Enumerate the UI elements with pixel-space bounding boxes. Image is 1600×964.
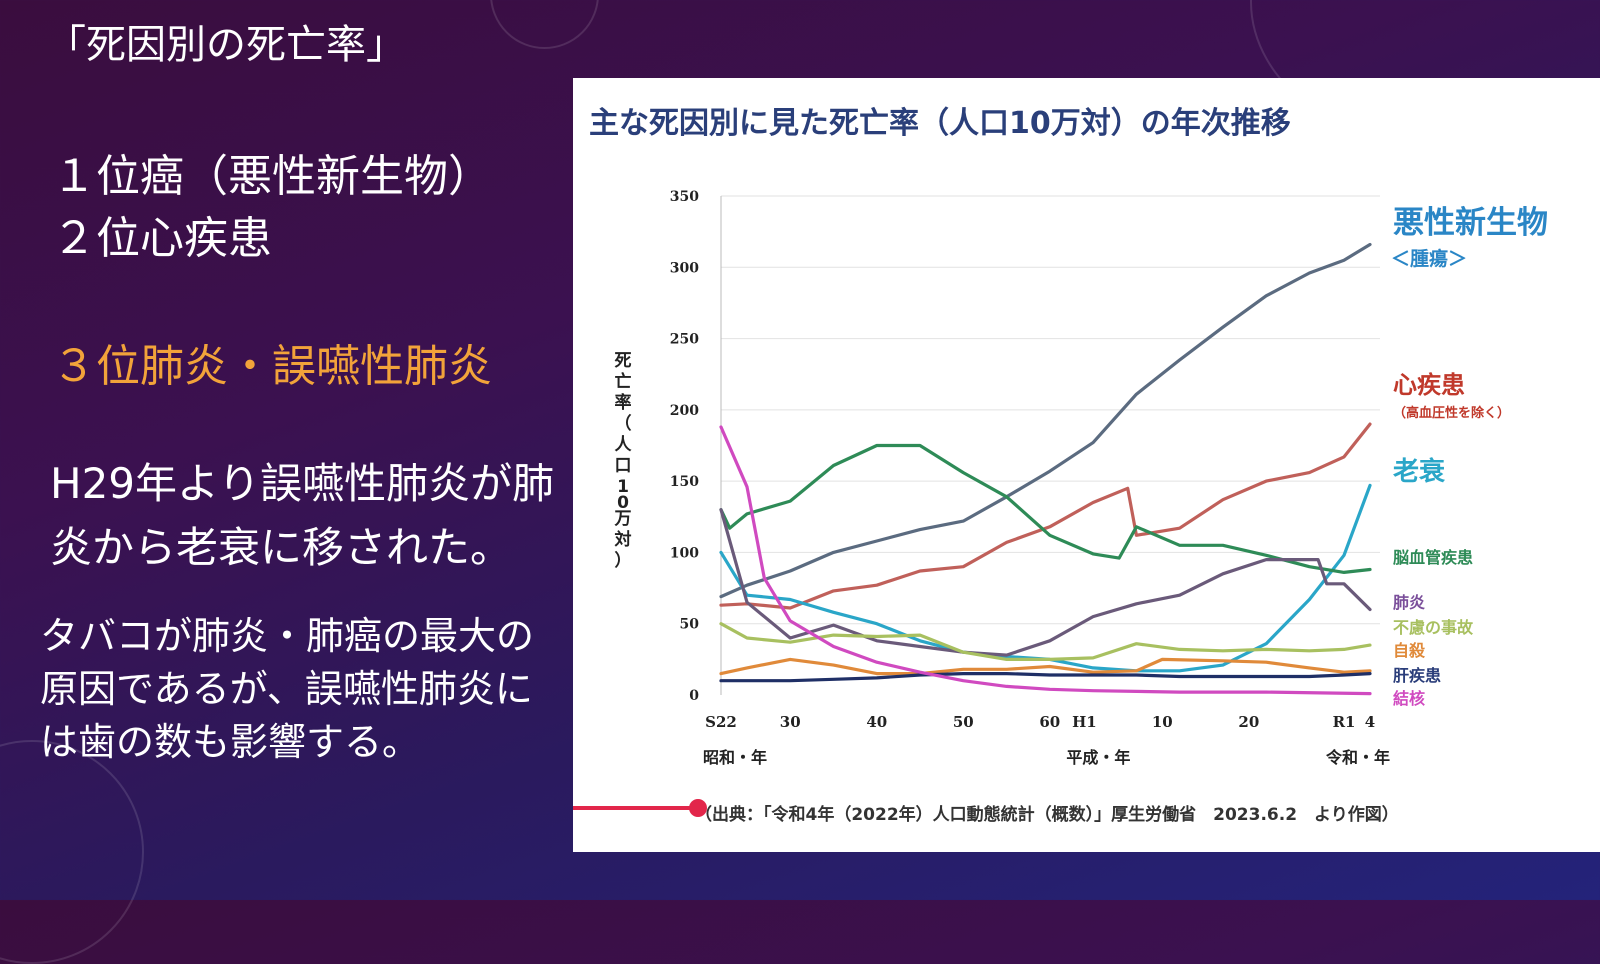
series-label: 自殺: [1393, 641, 1426, 660]
x-tick-label: 50: [953, 713, 974, 731]
tobacco-note: タバコが肺炎・肺癌の最大の原因であるが、誤嚥性肺炎には歯の数も影響する。: [40, 614, 535, 764]
y-axis-label-char: 口: [615, 456, 632, 476]
chart-panel: 主な死因別に見た死亡率（人口10万対）の年次推移 0 50 100 150 200 250…: [573, 78, 1600, 852]
series-line: [719, 242, 1372, 599]
y-axis-label-char: 1: [617, 477, 629, 497]
x-era-label: 昭和・年: [703, 748, 767, 767]
x-tick-label: R1: [1333, 713, 1356, 731]
series-label: 肺炎: [1393, 593, 1425, 612]
x-era-label: 令和・年: [1325, 748, 1390, 767]
x-era-label: 平成・年: [1066, 748, 1130, 767]
y-tick-label: 0: [689, 688, 699, 704]
y-axis-label-char: 亡: [615, 371, 632, 392]
y-tick-label: 250: [670, 332, 699, 348]
x-tick-label: 40: [866, 713, 887, 731]
series-sublabel: （高血圧性を除く）: [1393, 405, 1510, 421]
decorative-circle-top: [490, 0, 599, 49]
y-axis-label-char: 率: [615, 392, 632, 413]
y-axis-label-char: 万: [614, 509, 632, 529]
series-group: [719, 242, 1372, 696]
y-tick-label: 100: [670, 545, 699, 561]
series-line: [719, 657, 1372, 676]
x-tick-label: 4: [1365, 713, 1375, 731]
series-label: 結核: [1393, 689, 1425, 708]
rank-2-text: ２位心疾患: [52, 213, 272, 264]
y-tick-label: 150: [670, 474, 699, 490]
y-axis-label-char: 死: [615, 351, 632, 371]
y-tick-label: 200: [670, 403, 699, 419]
y-axis-label-char: 0: [617, 493, 629, 513]
aspiration-pneumonia-note: H29年より誤嚥性肺炎が肺炎から老衰に移された。: [50, 459, 555, 572]
decorative-circle-bottom-left: [0, 740, 144, 964]
series-label: 不慮の事故: [1393, 618, 1474, 637]
y-axis-label-char: 人: [615, 435, 633, 455]
series-line: [719, 443, 1372, 574]
series-line: [719, 422, 1372, 610]
series-label: 脳血管疾患: [1393, 548, 1473, 567]
grid: [721, 195, 1380, 625]
y-tick-label: 350: [670, 189, 699, 205]
line-chart: 主な死因別に見た死亡率（人口10万対）の年次推移 050100150200250…: [589, 106, 1548, 825]
x-tick-label: 20: [1238, 713, 1259, 731]
chart-title: 主な死因別に見た死亡率（人口10万対）の年次推移: [589, 106, 1291, 141]
series-sublabel: ＜腫瘍＞: [1391, 247, 1467, 270]
series-line: [719, 425, 1372, 696]
slide-title: 「死因別の死亡率」: [46, 22, 406, 68]
x-tick-label: 30: [780, 713, 801, 731]
series-label: 心疾患: [1393, 371, 1465, 399]
x-tick-label: H1: [1072, 713, 1097, 731]
video-progress-handle[interactable]: [689, 799, 707, 817]
rank-3-text: ３位肺炎・誤嚥性肺炎: [52, 341, 492, 392]
y-axis-label-char: ）: [615, 550, 632, 571]
y-tick-label: 50: [680, 617, 700, 633]
x-tick-label: S22: [705, 713, 737, 731]
series-label: 悪性新生物: [1393, 205, 1548, 241]
video-progress-bar[interactable]: [573, 806, 699, 810]
series-label: 老衰: [1393, 456, 1446, 487]
chart-source: （出典：「令和4年（2022年）人口動態統計（概数）」厚生労働省 2023.6.…: [695, 804, 1399, 825]
legend-labels: 悪性新生物 ＜腫瘍＞ 心疾患 （高血圧性を除く） 老衰脳血管疾患肺炎不慮の事故自殺肝疾患…: [1391, 205, 1548, 708]
series-line: [719, 508, 1372, 657]
y-axis-label-char: 対: [614, 529, 632, 550]
y-axis-label-char: （: [615, 413, 632, 434]
series-label: 肝疾患: [1393, 666, 1441, 685]
y-tick-label: 300: [670, 260, 699, 276]
x-tick-label: 60: [1039, 713, 1060, 731]
series-line: [719, 672, 1372, 683]
x-tick-label: 10: [1152, 713, 1173, 731]
rank-1-text: １位癌（悪性新生物）: [52, 151, 492, 202]
